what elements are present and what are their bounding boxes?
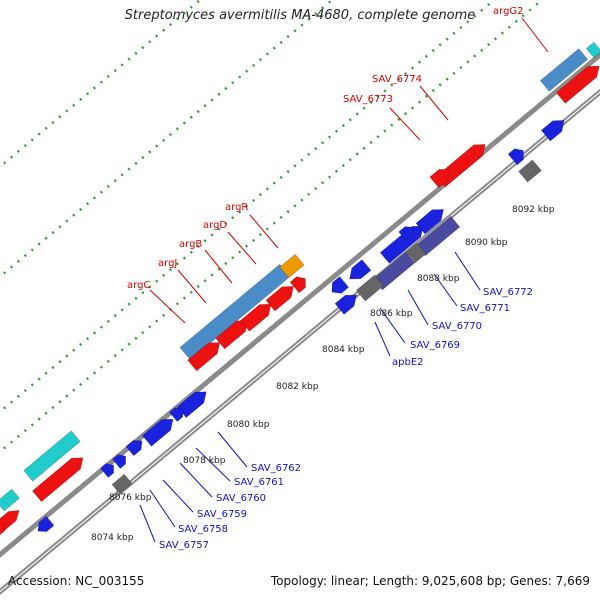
labels: 8074 kbp 8076 kbp 8078 kbp 8080 kbp 8082 kbp… — [91, 6, 555, 551]
left-cyan-gene — [23, 430, 81, 482]
leader-line — [179, 462, 213, 498]
gene-label-argR: argR — [225, 202, 248, 213]
genome-tracks — [0, 52, 600, 595]
gene-label-argG2: argG2 — [493, 6, 524, 17]
genome-track-line — [0, 52, 600, 558]
leader-line — [407, 289, 429, 326]
SAV_6757-gray-gene — [111, 473, 133, 495]
gene-label-SAV_6761: SAV_6761 — [234, 477, 284, 488]
apbE2-gene — [349, 259, 372, 280]
rev-gray-gene — [518, 159, 542, 183]
SAV_6760-gene — [142, 418, 174, 447]
leader-line — [195, 447, 231, 482]
kbp-tick-label: 8078 kbp — [183, 456, 226, 466]
argR-gene — [279, 253, 305, 279]
SAV_6761-gene — [169, 407, 184, 422]
rev-blue-gene — [540, 120, 565, 142]
argR-red-gene — [265, 286, 294, 312]
argC-gene — [179, 263, 291, 361]
leader-line — [433, 273, 458, 307]
gene-label-argJ: argJ — [158, 258, 177, 269]
leader-line — [227, 231, 257, 265]
kbp-tick-label: 8088 kbp — [417, 274, 460, 284]
gene-label-SAV_6772: SAV_6772 — [483, 287, 533, 298]
gene-label-SAV_6758: SAV_6758 — [178, 524, 228, 535]
accession-text: Accession: NC_003155 — [8, 574, 145, 588]
SAV_6762-gene — [176, 391, 207, 419]
kbp-tick-label: 8080 kbp — [227, 420, 270, 430]
argG2-gene — [555, 65, 600, 104]
kbp-tick-label: 8090 kbp — [465, 238, 508, 248]
gene-label-SAV_6759: SAV_6759 — [197, 509, 247, 520]
gene-label-SAV_6757: SAV_6757 — [159, 540, 209, 551]
left-red-gene — [32, 457, 84, 503]
dot-lane — [0, 0, 496, 414]
leader-line — [389, 107, 421, 141]
SAV_6758-gene — [112, 454, 127, 469]
kbp-tick-label: 8084 kbp — [322, 345, 365, 355]
gene-label-SAV_6770: SAV_6770 — [432, 321, 482, 332]
SAV_6769b-gene — [405, 242, 427, 264]
leader-line — [162, 479, 194, 513]
kbp-tick-label: 8076 kbp — [109, 493, 152, 503]
leader-line — [204, 249, 233, 284]
gene-features — [0, 41, 600, 536]
leader-line — [139, 504, 156, 543]
gene-label-argD: argD — [203, 220, 227, 231]
label-leaders — [139, 17, 549, 543]
genome-summary-text: Topology: linear; Length: 9,025,608 bp; … — [270, 574, 590, 588]
gene-label-SAV_6771: SAV_6771 — [460, 303, 510, 314]
argG2-steel-gene — [539, 48, 589, 92]
edge-red-gene — [0, 521, 6, 536]
kbp-tick-label: 8092 kbp — [512, 205, 555, 215]
leader-line — [419, 85, 449, 121]
leader-line — [249, 214, 279, 249]
SAV_6773b-gene — [429, 169, 451, 189]
dot-lane — [0, 0, 544, 454]
kbp-tick-label: 8086 kbp — [370, 309, 413, 319]
leader-line — [379, 307, 406, 344]
map-title: Streptomyces avermitilis MA-4680, comple… — [124, 8, 476, 23]
kbp-tick-label: 8074 kbp — [91, 533, 134, 543]
gene-label-SAV_6760: SAV_6760 — [216, 493, 266, 504]
leader-line — [149, 489, 176, 528]
edge-cyan-gene — [0, 488, 20, 512]
gene-label-SAV_6773: SAV_6773 — [343, 94, 393, 105]
leader-line — [149, 289, 186, 324]
gene-label-SAV_6769: SAV_6769 — [410, 340, 460, 351]
leader-line — [374, 321, 391, 357]
SAV_6757-gene — [100, 463, 115, 478]
genome-track-line — [0, 93, 600, 595]
gene-label-SAV_6774: SAV_6774 — [372, 74, 422, 85]
apbE2c-gene — [334, 294, 357, 315]
leader-line — [521, 17, 549, 53]
SAV_6771-gene — [415, 209, 444, 235]
argG2-cyan-gene — [585, 41, 600, 59]
dot-lanes — [0, 0, 544, 454]
leader-line — [177, 269, 207, 304]
SAV_6771b-gene — [398, 226, 414, 242]
genome-track-line — [0, 89, 600, 591]
kbp-tick-label: 8082 kbp — [276, 382, 319, 392]
SAV_6759-gene — [125, 440, 143, 457]
dot-lane — [0, 0, 334, 279]
rev-blue-gene — [507, 148, 524, 166]
arg-small-gene — [289, 276, 306, 294]
argJ-gene — [187, 342, 221, 372]
gene-label-SAV_6762: SAV_6762 — [251, 463, 301, 474]
gene-label-argB: argB — [179, 239, 202, 250]
edge-blue-gene — [37, 515, 55, 532]
apbE2b-gene — [331, 276, 350, 294]
leader-line — [454, 251, 481, 291]
dot-lane — [0, 0, 202, 169]
argD-gene — [240, 303, 272, 332]
leader-line — [217, 431, 248, 468]
gene-label-apbE2: apbE2 — [392, 357, 424, 368]
gene-label-argC: argC — [127, 280, 150, 291]
SAV_6769c-gene — [355, 274, 385, 302]
